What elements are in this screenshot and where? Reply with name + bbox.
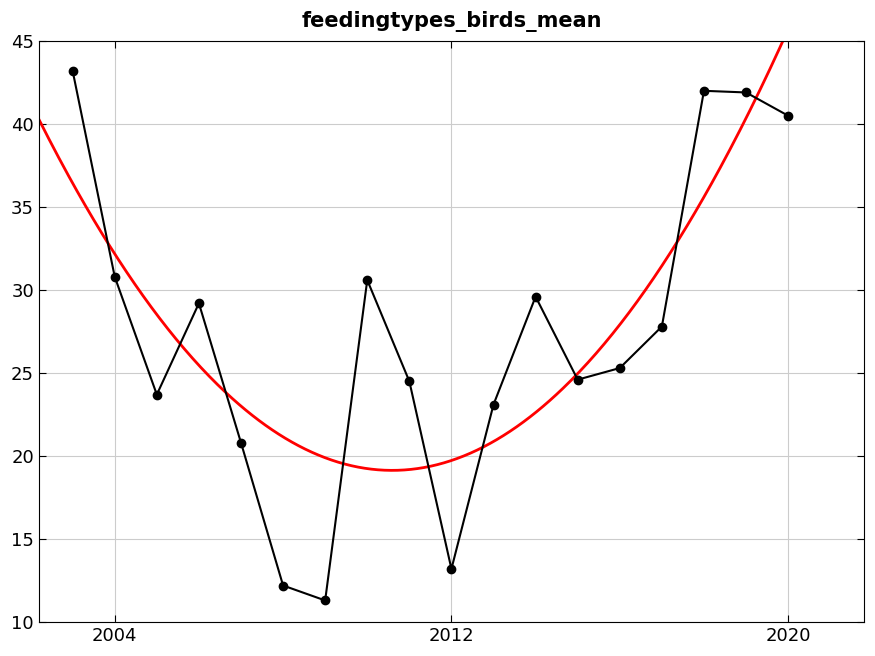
Title: feedingtypes_birds_mean: feedingtypes_birds_mean — [301, 11, 602, 32]
